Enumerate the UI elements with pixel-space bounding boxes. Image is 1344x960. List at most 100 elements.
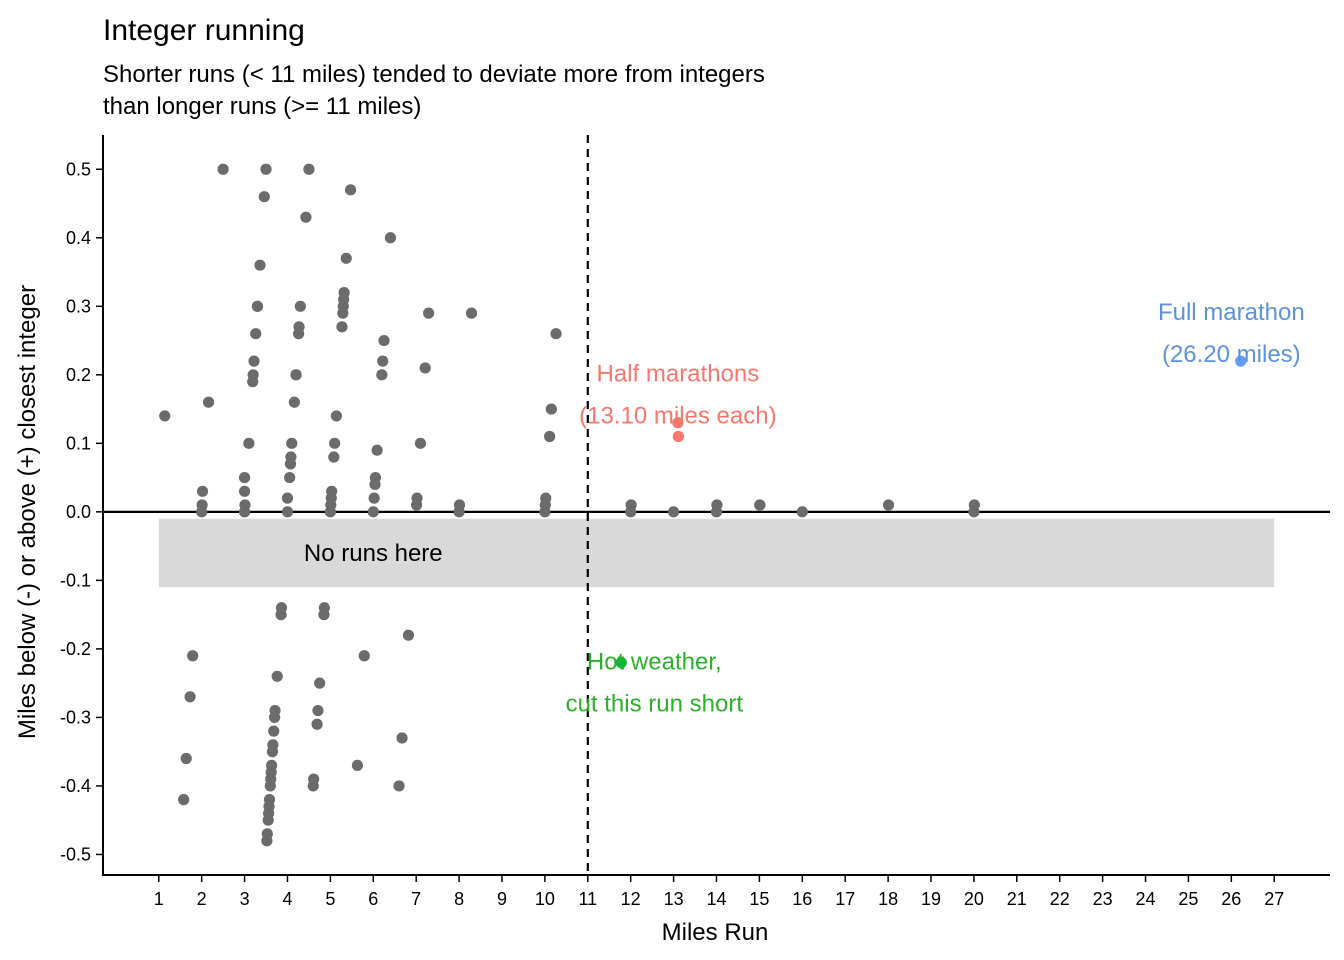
- data-point: [625, 499, 637, 511]
- y-tick-label: -0.3: [60, 707, 91, 727]
- data-point: [377, 355, 389, 367]
- x-tick-label: 16: [792, 889, 812, 909]
- data-point: [293, 321, 305, 333]
- data-point: [544, 430, 556, 443]
- data-point: [371, 444, 383, 456]
- data-point: [414, 437, 427, 449]
- data-point: [196, 506, 208, 518]
- data-point: [281, 506, 294, 518]
- data-point: [243, 437, 255, 449]
- x-tick-label: 25: [1178, 889, 1198, 909]
- x-axis-title: Miles Run: [662, 919, 769, 946]
- data-point: [238, 471, 251, 484]
- y-tick-label: 0.5: [66, 159, 91, 179]
- data-point: [329, 437, 341, 449]
- data-point: [258, 191, 270, 203]
- y-tick-label: 0.1: [66, 433, 91, 453]
- shaded-band-group: No runs here: [158, 518, 1275, 588]
- data-point: [184, 691, 196, 703]
- data-point: [328, 451, 340, 463]
- data-point: [667, 506, 680, 518]
- data-point: [384, 232, 397, 244]
- data-point: [344, 184, 357, 196]
- data-point: [267, 739, 279, 751]
- data-point: [754, 499, 766, 511]
- data-point: [281, 492, 294, 504]
- data-point: [261, 828, 273, 840]
- annotation-label: Half marathons: [597, 361, 760, 388]
- chart-subtitle-line-1: Shorter runs (< 11 miles) tended to devi…: [103, 61, 765, 88]
- annotation-label: Hot weather,: [587, 648, 722, 675]
- chart-subtitle-line-2: than longer runs (>= 11 miles): [103, 93, 421, 120]
- data-point: [968, 499, 980, 511]
- data-point: [285, 451, 297, 463]
- data-point: [368, 492, 380, 504]
- y-tick-label: 0.0: [66, 502, 91, 522]
- data-point: [159, 410, 171, 422]
- data-point: [180, 752, 192, 765]
- data-point: [393, 780, 405, 792]
- data-point: [284, 471, 296, 484]
- x-tick-label: 27: [1264, 889, 1284, 909]
- data-point: [271, 670, 283, 682]
- data-point: [202, 396, 215, 408]
- data-point: [268, 725, 280, 737]
- y-tick-label: -0.4: [60, 776, 91, 796]
- data-point: [711, 499, 723, 511]
- data-point: [465, 307, 478, 319]
- data-point: [376, 369, 388, 381]
- data-point: [217, 163, 229, 175]
- annotation-label: cut this run short: [566, 690, 744, 717]
- data-point: [238, 506, 251, 518]
- x-tick-label: 10: [535, 889, 555, 909]
- y-tick-label: 0.2: [66, 365, 91, 385]
- data-point: [294, 300, 306, 312]
- data-point: [326, 485, 338, 497]
- x-tick-label: 3: [240, 889, 250, 909]
- data-point: [248, 355, 260, 367]
- x-tick-label: 24: [1136, 889, 1156, 909]
- x-tick-label: 17: [835, 889, 855, 909]
- data-point: [251, 300, 264, 312]
- y-tick-label: -0.5: [60, 844, 91, 864]
- x-tick-label: 14: [706, 889, 726, 909]
- data-point: [288, 396, 300, 408]
- data-point: [266, 759, 278, 771]
- data-point: [615, 656, 627, 669]
- data-point: [672, 417, 684, 429]
- x-tick-label: 23: [1093, 889, 1113, 909]
- data-point: [411, 492, 423, 504]
- data-point: [369, 471, 382, 484]
- data-point: [250, 328, 262, 340]
- data-point: [314, 677, 326, 689]
- data-point: [545, 403, 557, 415]
- data-point: [330, 410, 342, 422]
- data-point: [423, 307, 435, 319]
- data-point: [340, 252, 352, 264]
- data-point: [275, 602, 288, 614]
- data-point: [338, 286, 350, 299]
- x-tick-label: 4: [282, 889, 292, 909]
- data-point: [263, 794, 276, 806]
- data-point: [453, 499, 466, 511]
- data-point: [540, 492, 552, 504]
- data-point: [238, 485, 251, 497]
- x-tick-label: 13: [664, 889, 684, 909]
- data-point: [254, 259, 266, 271]
- data-point: [672, 430, 684, 443]
- x-tick-label: 18: [878, 889, 898, 909]
- x-tick-label: 1: [154, 889, 164, 909]
- x-tick-label: 5: [325, 889, 335, 909]
- y-tick-label: -0.1: [60, 570, 91, 590]
- data-point: [178, 794, 190, 806]
- data-point: [312, 704, 324, 717]
- data-point: [402, 629, 415, 641]
- data-point: [311, 718, 323, 730]
- data-point: [796, 506, 808, 518]
- data-point: [367, 506, 379, 518]
- data-point: [247, 369, 259, 381]
- x-tick-label: 6: [368, 889, 378, 909]
- y-tick-label: 0.4: [66, 228, 91, 248]
- data-point: [336, 321, 348, 333]
